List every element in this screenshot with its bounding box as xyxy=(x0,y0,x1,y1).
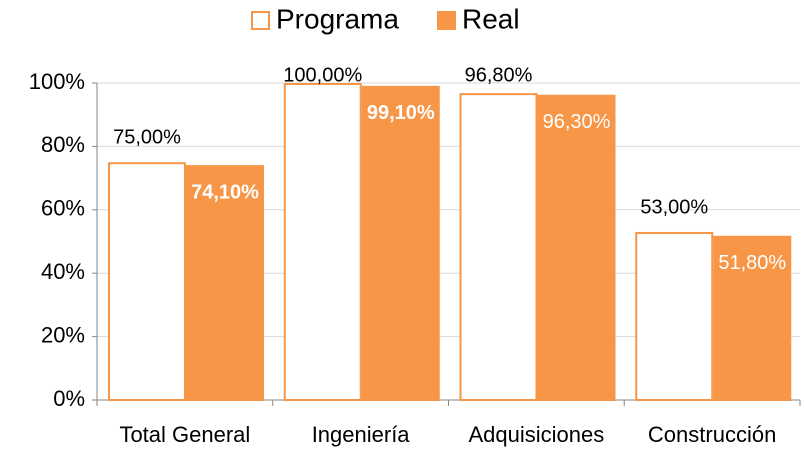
data-label: 51,80% xyxy=(718,252,786,274)
legend-swatch xyxy=(437,11,456,30)
legend-swatch xyxy=(251,11,270,30)
bar xyxy=(361,85,440,401)
legend-label: Real xyxy=(462,3,520,34)
y-tick-label: 60% xyxy=(41,196,85,221)
x-tick-label: Ingeniería xyxy=(312,422,411,447)
y-tick-label: 40% xyxy=(41,259,85,284)
bar xyxy=(713,235,792,401)
x-tick-label: Total General xyxy=(119,422,250,447)
data-label: 75,00% xyxy=(113,127,181,149)
data-label: 74,10% xyxy=(191,181,259,203)
y-tick-label: 100% xyxy=(29,69,85,94)
bar xyxy=(186,165,264,401)
x-tick-label: Construcción xyxy=(648,422,776,447)
bar xyxy=(635,231,714,401)
bar xyxy=(108,162,186,401)
legend-label: Programa xyxy=(276,3,399,34)
data-label: 100,00% xyxy=(283,64,362,86)
bar xyxy=(283,83,362,401)
y-tick-label: 0% xyxy=(53,386,85,411)
y-tick-label: 20% xyxy=(41,322,85,347)
data-label: 99,10% xyxy=(367,102,435,124)
x-tick-label: Adquisiciones xyxy=(469,422,605,447)
y-tick-label: 80% xyxy=(41,132,85,157)
data-label: 96,80% xyxy=(465,64,533,86)
data-label: 53,00% xyxy=(640,196,708,218)
bar xyxy=(459,93,538,401)
bar xyxy=(537,94,616,401)
data-label: 96,30% xyxy=(543,111,611,133)
